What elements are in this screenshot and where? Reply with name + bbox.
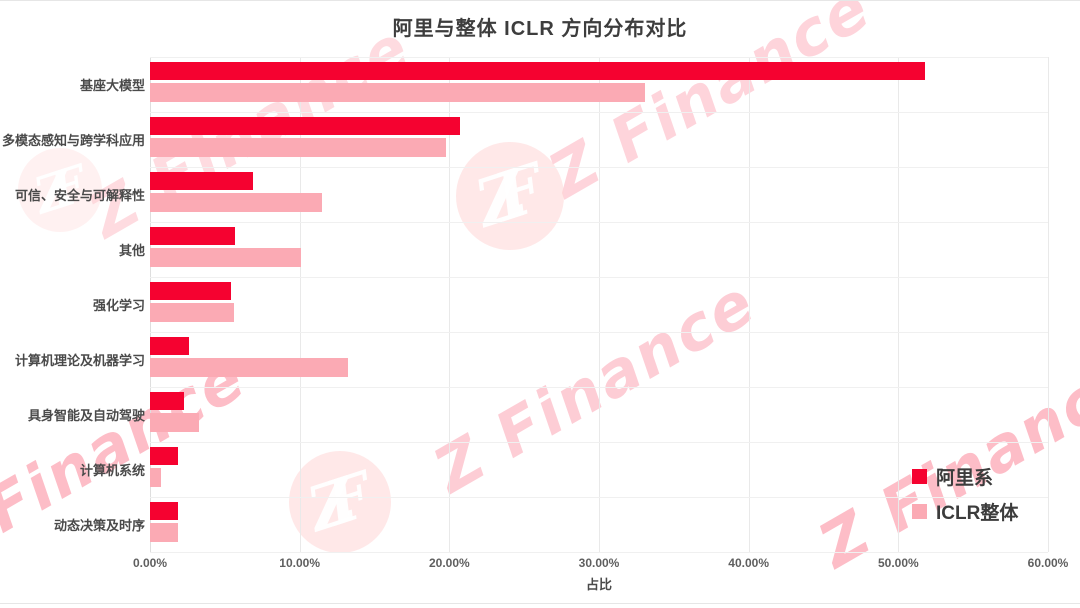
gridline-vertical bbox=[898, 57, 900, 552]
gridline-vertical bbox=[449, 57, 451, 552]
zf-monogram-icon: ZF bbox=[299, 459, 380, 546]
row-separator-line bbox=[150, 332, 1048, 333]
category-label: 计算机理论及机器学习 bbox=[14, 353, 145, 368]
monogram-letter-z: Z bbox=[299, 464, 364, 546]
legend-label: 阿里系 bbox=[936, 467, 994, 489]
bar-iclr-overall bbox=[150, 468, 161, 487]
bar-alibaba bbox=[150, 502, 179, 520]
x-axis-label: 占比 bbox=[585, 577, 612, 592]
category-label: 强化学习 bbox=[92, 298, 145, 313]
category-label: 动态决策及时序 bbox=[53, 518, 145, 533]
legend-swatch bbox=[912, 468, 927, 484]
watermark-zf-badge: ZF bbox=[289, 451, 391, 553]
category-label: 具身智能及自动驾驶 bbox=[27, 408, 145, 423]
x-tick-label: 60.00% bbox=[1027, 556, 1069, 570]
category-label: 可信、安全与可解释性 bbox=[14, 188, 145, 203]
category-label: 基座大模型 bbox=[79, 78, 145, 93]
chart-title: 阿里与整体 ICLR 方向分布对比 bbox=[392, 18, 688, 40]
x-tick-label: 40.00% bbox=[728, 556, 769, 570]
watermark-zf-badge: ZF bbox=[456, 142, 564, 250]
x-tick-label: 0.00% bbox=[132, 556, 168, 570]
bar-alibaba bbox=[150, 172, 254, 190]
bar-iclr-overall bbox=[150, 303, 234, 322]
x-tick-label: 10.00% bbox=[279, 556, 320, 570]
gridline-vertical bbox=[1048, 57, 1049, 552]
legend-label: ICLR整体 bbox=[936, 502, 1019, 524]
bar-alibaba bbox=[150, 392, 185, 410]
x-tick-label: 20.00% bbox=[428, 556, 470, 570]
row-separator-line bbox=[150, 387, 1048, 388]
bar-alibaba bbox=[150, 337, 189, 355]
bar-iclr-overall bbox=[150, 193, 323, 212]
top-border-line bbox=[0, 0, 1080, 1]
row-separator-line bbox=[150, 497, 1048, 498]
monogram-letter-z: Z bbox=[466, 154, 536, 242]
gridline-vertical bbox=[748, 57, 750, 552]
bar-alibaba bbox=[150, 227, 236, 245]
legend-swatch bbox=[912, 503, 927, 519]
bar-iclr-overall bbox=[150, 83, 646, 102]
legend: 阿里系 ICLR整体 bbox=[912, 463, 1018, 533]
bar-iclr-overall bbox=[150, 248, 302, 267]
row-separator-line bbox=[150, 442, 1048, 443]
bottom-border-line bbox=[0, 603, 1080, 604]
category-label: 其他 bbox=[118, 243, 145, 258]
bar-alibaba bbox=[150, 447, 179, 465]
row-separator-line bbox=[150, 167, 1048, 168]
category-label: 多模态感知与跨学科应用 bbox=[1, 133, 145, 148]
bar-alibaba bbox=[150, 117, 460, 135]
gridline-vertical bbox=[599, 57, 600, 552]
bar-iclr-overall bbox=[150, 413, 200, 432]
x-tick-label: 30.00% bbox=[578, 556, 620, 570]
row-separator-line bbox=[150, 277, 1048, 278]
row-separator-line bbox=[150, 57, 1048, 58]
bar-alibaba bbox=[150, 282, 231, 300]
watermark-text: Z Finance bbox=[806, 340, 1080, 583]
bar-alibaba bbox=[150, 62, 926, 80]
legend-item: 阿里系 bbox=[912, 463, 1018, 489]
gridline-vertical bbox=[299, 57, 301, 552]
category-label: 计算机系统 bbox=[79, 463, 145, 478]
row-separator-line bbox=[150, 552, 1048, 553]
legend-item: ICLR整体 bbox=[912, 498, 1018, 524]
row-separator-line bbox=[150, 222, 1048, 223]
x-tick-label: 50.00% bbox=[877, 556, 919, 570]
row-separator-line bbox=[150, 112, 1048, 113]
bar-iclr-overall bbox=[150, 358, 348, 377]
monogram-letter-f: F bbox=[317, 458, 381, 540]
bar-iclr-overall bbox=[150, 138, 447, 157]
bar-iclr-overall bbox=[150, 523, 179, 542]
